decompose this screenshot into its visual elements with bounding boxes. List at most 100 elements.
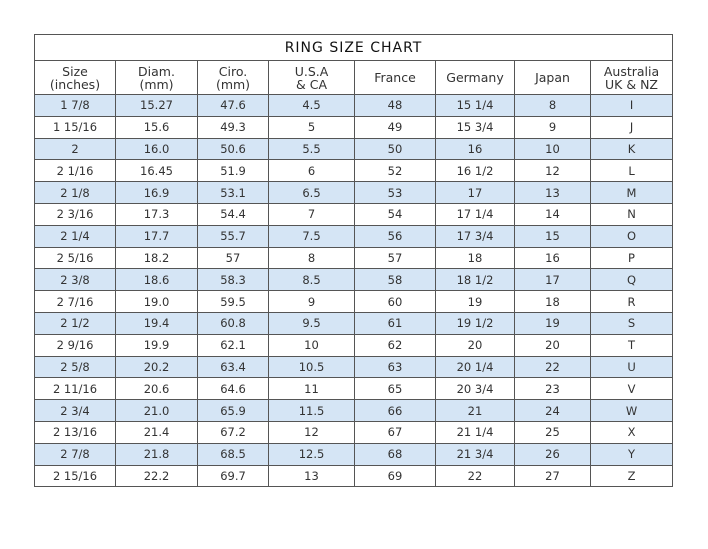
- table-cell: 15: [514, 224, 591, 248]
- table-cell: 16.9: [115, 181, 198, 204]
- table-cell: 2 5/16: [34, 246, 116, 270]
- table-cell: W: [589, 399, 674, 422]
- table-cell: 22.2: [115, 464, 198, 488]
- table-cell: 60.8: [197, 311, 269, 335]
- table-cell: 20: [435, 333, 515, 357]
- table-cell: 16.45: [115, 159, 198, 183]
- table-cell: 13: [268, 464, 355, 488]
- table-cell: 2 7/16: [34, 290, 116, 313]
- table-cell: 17.3: [115, 202, 198, 226]
- table-cell: 54: [354, 202, 436, 226]
- table-cell: 49: [354, 115, 436, 139]
- table-cell: 17.7: [115, 224, 198, 248]
- table-cell: 24: [514, 399, 591, 422]
- column-header-line: (mm): [215, 76, 251, 92]
- table-cell: 5: [268, 115, 355, 139]
- table-cell: 20: [514, 333, 591, 357]
- table-row: 1 15/16 15.6 49.3 5 49 15 3/4 9 J: [34, 115, 674, 139]
- table-cell: 68.5: [197, 442, 269, 466]
- table-cell: 12: [268, 420, 355, 444]
- table-cell: 19.4: [115, 311, 198, 335]
- table-cell: 19.0: [115, 290, 198, 313]
- table-cell: 10.5: [268, 355, 355, 379]
- table-cell: 15.6: [115, 115, 198, 139]
- table-row: 2 7/16 19.0 59.5 9 60 19 18 R: [34, 290, 674, 313]
- column-header-line: & CA: [296, 76, 327, 92]
- table-cell: 66: [354, 399, 436, 422]
- table-cell: 18.6: [115, 268, 198, 292]
- table-cell: 2 3/16: [34, 202, 116, 226]
- table-cell: Q: [589, 268, 674, 292]
- table-cell: 19: [514, 311, 591, 335]
- column-header: Ciro. (mm): [197, 60, 269, 95]
- table-cell: 22: [514, 355, 591, 379]
- column-header-line: (mm): [139, 76, 174, 92]
- table-row: 2 5/16 18.2 57 8 57 18 16 P: [34, 246, 674, 270]
- column-header-line: Germany: [446, 70, 504, 85]
- table-cell: J: [589, 115, 674, 139]
- table-cell: 63.4: [197, 355, 269, 379]
- table-cell: S: [589, 311, 674, 335]
- table-cell: 47.6: [197, 94, 269, 117]
- table-cell: 19 1/2: [435, 311, 515, 335]
- table-cell: N: [589, 202, 674, 226]
- table-row: 1 7/8 15.27 47.6 4.5 48 15 1/4 8 I: [34, 94, 674, 117]
- table-row: 2 5/8 20.2 63.4 10.5 63 20 1/4 22 U: [34, 355, 674, 379]
- table-cell: 11.5: [268, 399, 355, 422]
- table-cell: 18 1/2: [435, 268, 515, 292]
- table-cell: 25: [514, 420, 591, 444]
- table-cell: 13: [514, 181, 591, 204]
- table-row: 2 15/16 22.2 69.7 13 69 22 27 Z: [34, 464, 674, 488]
- table-cell: 2: [34, 137, 116, 161]
- ring-size-table: RING SIZE CHART Size (inches) Diam. (mm) Cir…: [33, 34, 674, 488]
- table-cell: 53: [354, 181, 436, 204]
- table-cell: 2 7/8: [34, 442, 116, 466]
- table-body: 1 7/8 15.27 47.6 4.5 48 15 1/4 8 I 1 15/16 15.6 49…: [34, 94, 674, 488]
- table-cell: 50.6: [197, 137, 269, 161]
- table-cell: 20.2: [115, 355, 198, 379]
- table-cell: 18.2: [115, 246, 198, 270]
- table-cell: 15.27: [115, 94, 198, 117]
- table-cell: L: [589, 159, 674, 183]
- column-header: Japan: [514, 60, 591, 95]
- table-title: RING SIZE CHART: [33, 34, 674, 61]
- column-header-line: Australia: [603, 63, 660, 79]
- table-cell: 11: [268, 377, 355, 401]
- table-cell: 4.5: [268, 94, 355, 117]
- table-cell: 58: [354, 268, 436, 292]
- table-cell: 57: [197, 246, 269, 270]
- table-row: 2 3/8 18.6 58.3 8.5 58 18 1/2 17 Q: [34, 268, 674, 292]
- column-header-line: Size: [62, 63, 88, 79]
- table-cell: 61: [354, 311, 436, 335]
- column-header: Diam. (mm): [115, 60, 198, 95]
- table-cell: 21.0: [115, 399, 198, 422]
- table-cell: T: [589, 333, 674, 357]
- column-header-line: U.S.A: [294, 63, 329, 79]
- table-cell: 19: [435, 290, 515, 313]
- table-cell: 2 1/16: [34, 159, 116, 183]
- table-cell: 8.5: [268, 268, 355, 292]
- table-cell: 2 13/16: [34, 420, 116, 444]
- column-header-line: France: [374, 70, 416, 85]
- table-cell: 2 5/8: [34, 355, 116, 379]
- table-cell: 9: [514, 115, 591, 139]
- table-cell: 56: [354, 224, 436, 248]
- table-cell: 20 1/4: [435, 355, 515, 379]
- table-cell: 12: [514, 159, 591, 183]
- table-cell: 52: [354, 159, 436, 183]
- table-cell: 2 3/4: [34, 399, 116, 422]
- table-cell: 55.7: [197, 224, 269, 248]
- table-cell: 16 1/2: [435, 159, 515, 183]
- table-cell: 60: [354, 290, 436, 313]
- table-cell: 2 9/16: [34, 333, 116, 357]
- column-header: U.S.A & CA: [268, 60, 355, 95]
- table-row: 2 1/16 16.45 51.9 6 52 16 1/2 12 L: [34, 159, 674, 183]
- table-cell: 15 3/4: [435, 115, 515, 139]
- table-cell: 65.9: [197, 399, 269, 422]
- table-cell: 10: [514, 137, 591, 161]
- table-cell: 9.5: [268, 311, 355, 335]
- table-cell: 16: [514, 246, 591, 270]
- table-row: 2 1/4 17.7 55.7 7.5 56 17 3/4 15 O: [34, 224, 674, 248]
- table-cell: 17: [435, 181, 515, 204]
- table-cell: 62.1: [197, 333, 269, 357]
